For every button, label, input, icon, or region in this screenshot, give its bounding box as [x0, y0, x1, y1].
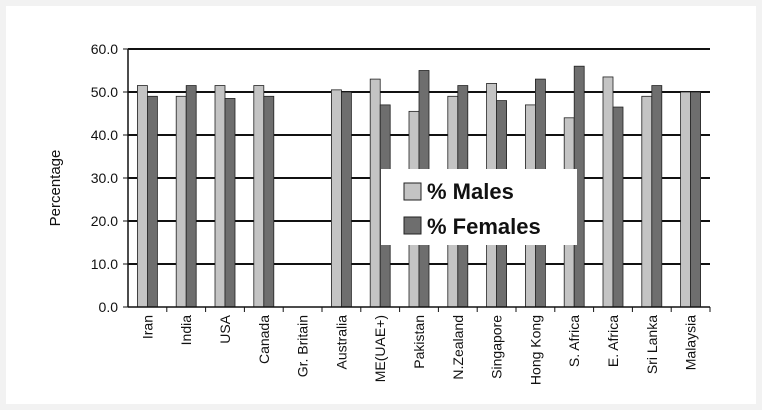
y-tick-label: 10.0	[91, 256, 118, 272]
bar-females-2	[224, 98, 236, 308]
x-tick-label: E. Africa	[605, 315, 621, 367]
x-tick-label: India	[178, 315, 194, 346]
legend-label-females: % Females	[427, 214, 541, 239]
legend-label-males: % Males	[427, 179, 514, 204]
bar-males-5	[330, 89, 342, 308]
x-tick-label: Pakistan	[411, 315, 427, 369]
x-tick-label: ME(UAE+)	[372, 315, 388, 382]
x-tick-label: Sri Lanka	[644, 315, 660, 374]
y-axis-ticks: 0.0 10.0 20.0 30.0 40.0 50.0 60.0	[91, 41, 128, 315]
bar-males-3	[253, 85, 265, 308]
bar-males-12	[602, 76, 614, 308]
axes	[127, 49, 710, 308]
x-tick-label: Australia	[333, 315, 349, 370]
y-axis-label: Percentage	[47, 150, 64, 227]
bar-females-14	[690, 91, 701, 308]
x-tick-label: Hong Kong	[527, 315, 543, 385]
bar-females-0	[146, 95, 158, 308]
x-tick-label: S. Africa	[566, 315, 582, 367]
x-tick-label: Gr. Britain	[295, 315, 311, 377]
y-tick-label: 40.0	[91, 127, 118, 143]
bar-males-2	[214, 85, 226, 308]
bar-males-13	[641, 95, 653, 308]
bar-females-1	[185, 85, 197, 308]
y-tick-label: 60.0	[91, 41, 118, 57]
bar-females-5	[340, 91, 352, 308]
y-tick-label: 50.0	[91, 84, 118, 100]
bar-females-13	[651, 85, 663, 308]
x-tick-label: N.Zealand	[450, 315, 466, 380]
y-tick-label: 30.0	[91, 170, 118, 186]
bar-males-1	[175, 95, 187, 308]
bar-males-0	[136, 85, 148, 308]
y-tick-label: 0.0	[99, 299, 119, 315]
x-tick-label: Malaysia	[683, 315, 699, 370]
bar-females-3	[263, 95, 275, 308]
legend-swatch-males	[403, 182, 422, 201]
x-axis-ticks: Iran India USA Canada Gr. Britain Australia ME…	[139, 307, 711, 385]
chart-panel: 0.0 10.0 20.0 30.0 40.0 50.0 60.0 Iran India USA…	[6, 6, 756, 404]
x-tick-label: Iran	[139, 315, 155, 339]
bar-males-6	[369, 78, 381, 308]
x-tick-label: Canada	[256, 315, 272, 364]
y-tick-label: 20.0	[91, 213, 118, 229]
legend: % Males % Females	[381, 169, 577, 245]
x-tick-label: USA	[217, 314, 233, 343]
legend-swatch-females	[403, 216, 422, 235]
bar-females-12	[612, 106, 624, 308]
x-tick-label: Singapore	[489, 315, 505, 379]
bar-males-14	[680, 91, 691, 308]
bar-chart: 0.0 10.0 20.0 30.0 40.0 50.0 60.0 Iran India USA…	[47, 41, 711, 385]
